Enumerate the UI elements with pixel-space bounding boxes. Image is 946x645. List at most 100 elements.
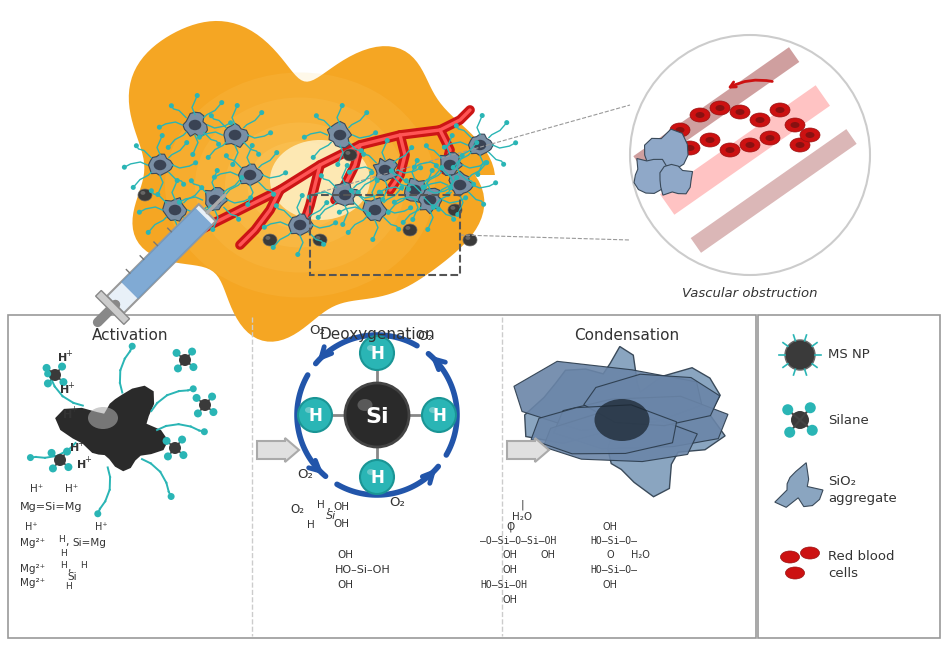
Text: —O—Si—O—Si—OH: —O—Si—O—Si—OH [480,536,556,546]
Ellipse shape [168,204,182,215]
Text: O₂: O₂ [290,503,304,516]
Circle shape [256,152,261,157]
Ellipse shape [343,149,357,161]
Circle shape [791,411,809,429]
Circle shape [421,185,426,190]
Polygon shape [332,182,358,206]
Ellipse shape [700,133,720,147]
Text: H: H [80,561,87,570]
Ellipse shape [465,236,470,240]
Circle shape [454,175,459,180]
Polygon shape [633,47,799,171]
Ellipse shape [138,189,152,201]
Text: HO—Si—O—: HO—Si—O— [590,565,637,575]
Circle shape [475,172,481,177]
Text: H: H [307,520,315,530]
Text: O: O [606,550,614,560]
Circle shape [169,442,181,454]
Circle shape [179,354,191,366]
Circle shape [272,192,276,197]
Circle shape [60,378,67,386]
Ellipse shape [720,143,740,157]
Text: ,: , [67,563,71,573]
Ellipse shape [448,204,462,216]
Circle shape [333,221,338,225]
Circle shape [155,192,160,197]
Ellipse shape [474,140,486,150]
Polygon shape [327,121,352,148]
Text: SiO₂
aggregate: SiO₂ aggregate [828,475,897,505]
Circle shape [460,153,464,158]
Circle shape [369,170,375,175]
Circle shape [302,135,307,140]
Circle shape [219,100,224,105]
Ellipse shape [140,191,146,195]
Circle shape [169,103,174,108]
Circle shape [484,160,489,165]
Circle shape [784,427,796,438]
Text: O₂: O₂ [417,330,433,344]
Circle shape [220,195,226,200]
Ellipse shape [710,101,730,115]
Ellipse shape [248,141,353,229]
Text: H: H [65,582,72,591]
Circle shape [349,188,354,193]
Circle shape [389,168,394,174]
Text: H₂O: H₂O [631,550,650,560]
Circle shape [149,188,154,193]
Circle shape [194,410,201,417]
Ellipse shape [244,170,256,180]
Ellipse shape [188,120,201,130]
Circle shape [259,110,264,115]
Circle shape [268,130,273,135]
Text: H₂O: H₂O [512,512,532,522]
Ellipse shape [263,234,277,246]
Text: H: H [58,535,64,544]
Circle shape [314,114,319,118]
Ellipse shape [424,195,436,205]
Circle shape [410,145,414,150]
Circle shape [122,164,127,170]
Circle shape [172,349,181,357]
Text: ,: , [65,537,68,547]
Circle shape [174,364,182,372]
Text: H: H [308,407,322,425]
Circle shape [455,212,461,217]
Ellipse shape [796,142,804,148]
Ellipse shape [67,390,163,470]
Polygon shape [362,197,387,221]
Polygon shape [691,129,857,253]
Ellipse shape [735,109,745,115]
Circle shape [422,398,456,432]
Text: H: H [63,410,73,420]
Circle shape [482,202,486,207]
Ellipse shape [378,164,392,175]
Ellipse shape [229,130,241,140]
Text: O₂: O₂ [297,468,313,482]
Circle shape [341,222,345,227]
Ellipse shape [403,224,417,236]
Circle shape [493,181,499,185]
Circle shape [307,195,312,200]
Circle shape [449,133,455,138]
Circle shape [319,174,324,178]
Ellipse shape [315,236,321,240]
Circle shape [373,130,378,135]
Circle shape [201,428,208,435]
Circle shape [347,170,352,175]
Circle shape [209,408,218,416]
Circle shape [310,155,316,160]
Polygon shape [121,208,212,299]
Text: H: H [370,469,384,487]
Ellipse shape [367,469,375,475]
Polygon shape [660,164,692,195]
Text: +: + [65,348,73,357]
Text: OH: OH [603,522,618,532]
Polygon shape [644,129,688,174]
Circle shape [283,170,289,175]
Circle shape [177,200,182,204]
Circle shape [439,165,445,170]
Ellipse shape [209,195,221,205]
Circle shape [193,161,198,165]
Circle shape [239,175,244,180]
